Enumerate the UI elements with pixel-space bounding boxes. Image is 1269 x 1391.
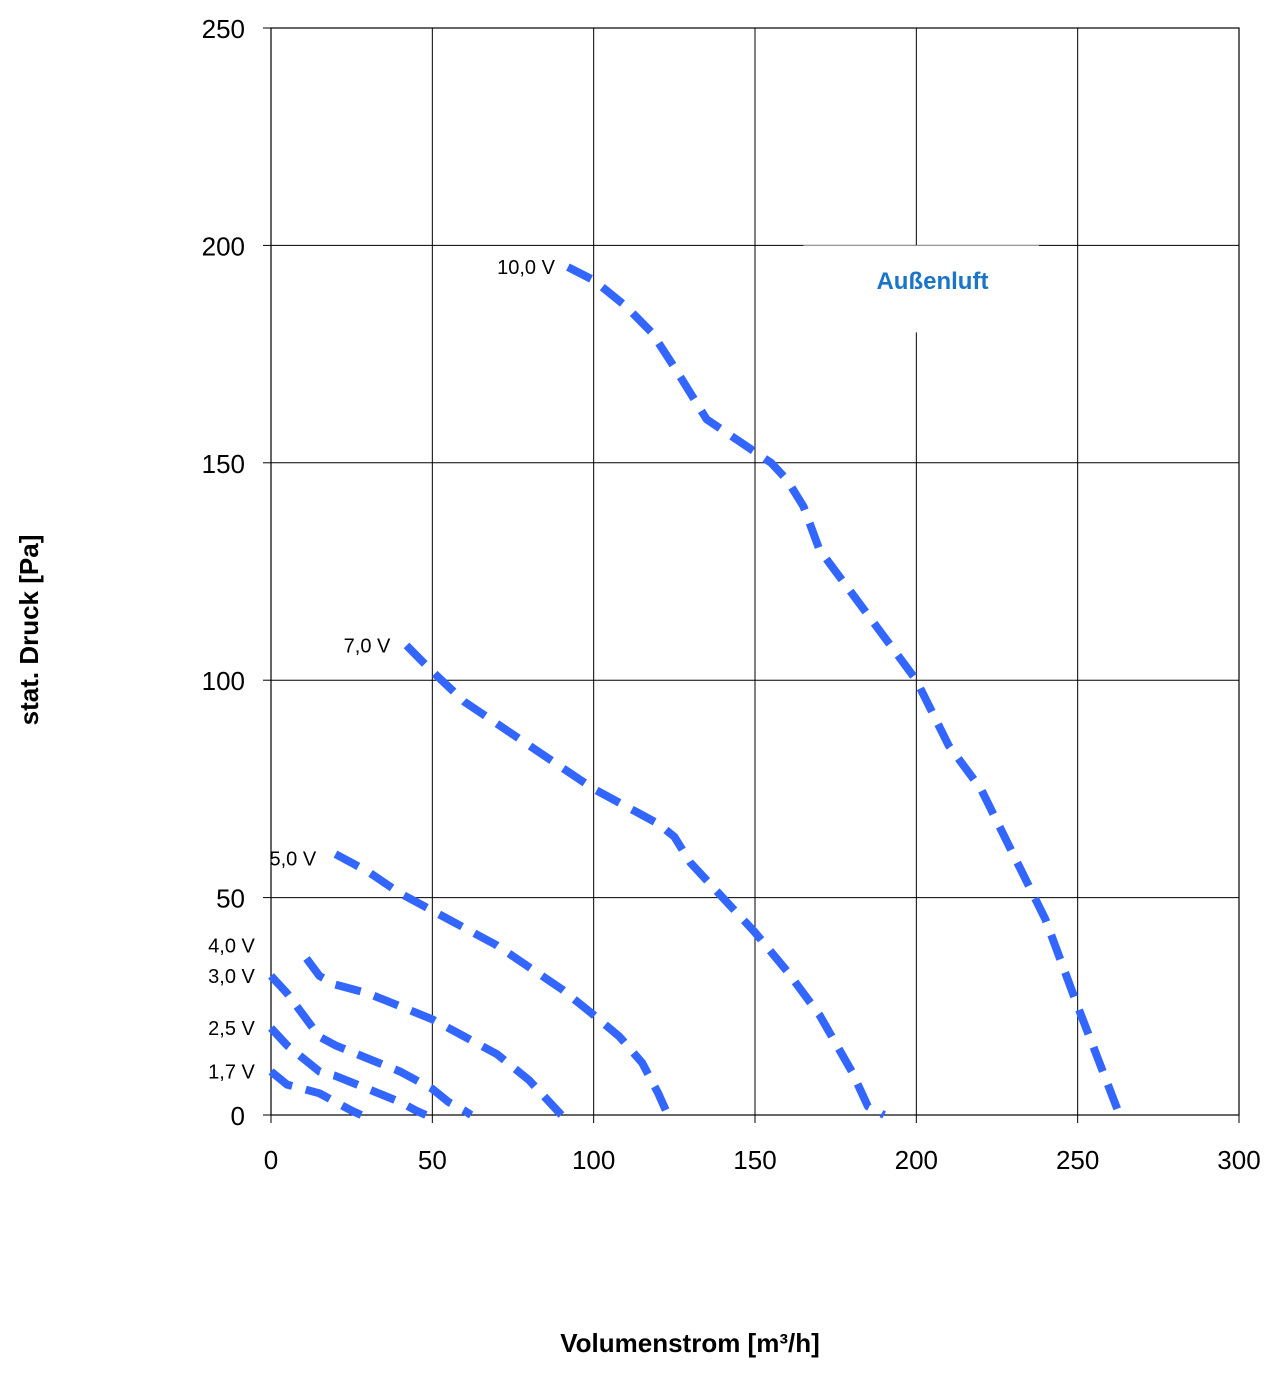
y-tick-label: 100 bbox=[202, 666, 245, 696]
x-tick-label: 100 bbox=[572, 1145, 615, 1175]
x-tick-label: 50 bbox=[418, 1145, 447, 1175]
annotation-background bbox=[803, 245, 1039, 333]
x-tick-label: 300 bbox=[1217, 1145, 1260, 1175]
series-line bbox=[403, 642, 886, 1119]
x-axis-title: Volumenstrom [m³/h] bbox=[560, 1328, 820, 1358]
series-line bbox=[268, 1025, 428, 1119]
y-axis-title: stat. Druck [Pa] bbox=[14, 535, 44, 726]
series-line bbox=[268, 973, 474, 1119]
series-line bbox=[333, 850, 672, 1117]
y-tick-label: 50 bbox=[216, 884, 245, 914]
y-tick-label: 200 bbox=[202, 231, 245, 261]
x-tick-label: 250 bbox=[1056, 1145, 1099, 1175]
y-tick-label: 150 bbox=[202, 449, 245, 479]
series-label: 5,0 V bbox=[269, 848, 316, 870]
series-label: 10,0 V bbox=[497, 257, 555, 279]
series-label: 7,0 V bbox=[344, 635, 391, 657]
series-label: 3,0 V bbox=[208, 966, 255, 988]
annotation-aussenluft: Außenluft bbox=[876, 268, 988, 295]
x-axis-ticks: 0 50 100 150 200 250 300 bbox=[264, 1115, 1261, 1175]
series-line bbox=[303, 956, 565, 1118]
series-label: 2,5 V bbox=[208, 1018, 255, 1040]
series-lines bbox=[268, 263, 1124, 1119]
series-line bbox=[268, 1068, 363, 1119]
series-label: 1,7 V bbox=[208, 1062, 255, 1084]
series-label: 4,0 V bbox=[208, 935, 255, 957]
y-tick-label: 0 bbox=[231, 1101, 245, 1131]
x-tick-label: 0 bbox=[264, 1145, 278, 1175]
series-line bbox=[566, 263, 1124, 1117]
y-tick-label: 250 bbox=[202, 14, 245, 44]
series-labels: 10,0 V 7,0 V 5,0 V 4,0 V 3,0 V 2,5 V 1,7 V bbox=[208, 257, 555, 1083]
x-tick-label: 150 bbox=[733, 1145, 776, 1175]
gridlines bbox=[270, 27, 1240, 1116]
x-tick-label: 200 bbox=[895, 1145, 938, 1175]
y-axis-ticks: 0 50 100 150 200 250 bbox=[202, 14, 271, 1131]
